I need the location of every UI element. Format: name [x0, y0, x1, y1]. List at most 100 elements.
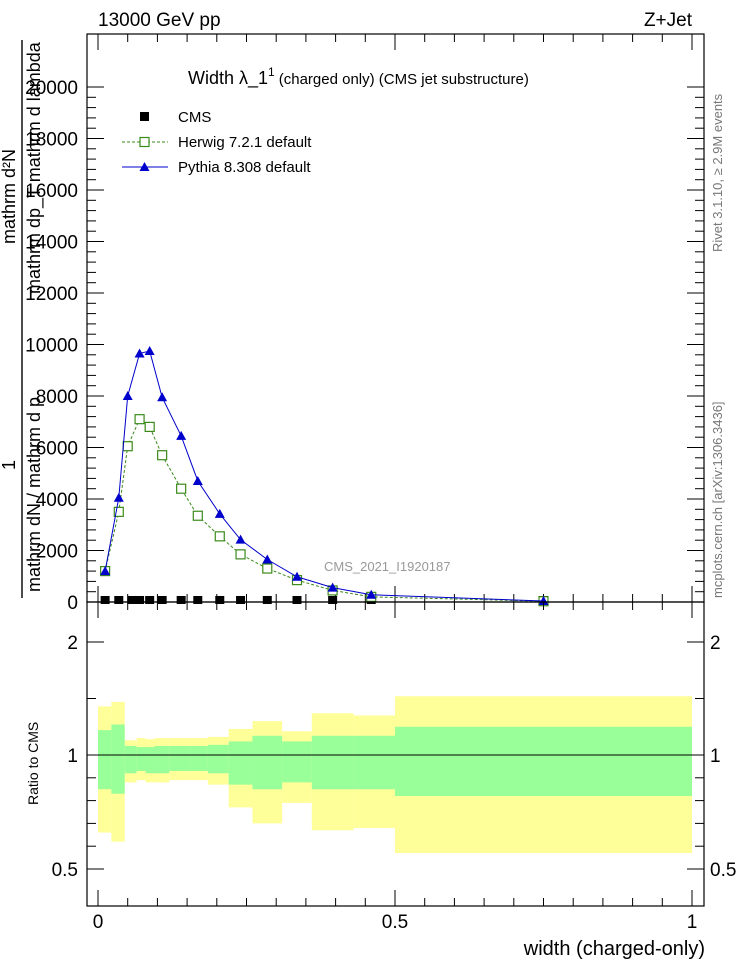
data-point [122, 391, 133, 400]
title-superscript: 1 [268, 65, 275, 79]
legend-cms-label: CMS [178, 109, 211, 126]
ratio-inner-band [311, 735, 354, 790]
chart-title: Width λ_11 (charged only) (CMS jet substr… [188, 65, 529, 89]
ratio-xtick-label: 1 [687, 912, 698, 933]
ratio-bands [98, 696, 692, 854]
data-point [366, 589, 377, 599]
data-point [291, 571, 302, 581]
ratio-inner-band [145, 747, 155, 774]
data-point [215, 595, 225, 604]
ratio-ytick-label-left: 1 [67, 746, 78, 767]
ratio-inner-band [207, 744, 229, 774]
data-point [144, 345, 155, 355]
ratio-inner-band [353, 735, 395, 790]
main-ytick-label: 10000 [25, 336, 78, 357]
ylabel-numerator: mathrm d²N [0, 149, 19, 244]
ratio-plot: 0.5 0.5 1 1 2 2 0 0.5 1 [52, 601, 736, 933]
data-point [135, 595, 145, 604]
ratio-inner-band [98, 730, 112, 790]
data-point [113, 492, 124, 502]
data-point [328, 595, 338, 604]
mcplots-label: mcplots.cern.ch [arXiv:1306.3436] [710, 401, 725, 598]
main-ytick-label: 18000 [25, 130, 78, 151]
ratio-inner-band [169, 745, 191, 771]
legend-cms-marker [140, 112, 149, 121]
data-point [192, 475, 203, 485]
data-point [100, 566, 111, 576]
main-ytick-label: 8000 [36, 387, 78, 408]
ylabel-denominator: mathrm dp_T mathrm d lambda [24, 41, 45, 294]
data-point [134, 348, 145, 358]
main-ylabel: mathrm d²N mathrm dp_T mathrm d lambda 1… [0, 40, 45, 598]
legend-herwig-marker [139, 136, 150, 148]
data-point [292, 595, 302, 604]
main-ytick-label: 0 [67, 593, 78, 614]
data-point [122, 441, 133, 452]
data-point [262, 563, 273, 574]
process-label: Z+Jet [644, 10, 693, 31]
main-ytick-label: 12000 [25, 284, 78, 305]
data-point [214, 508, 225, 518]
data-point [193, 595, 203, 604]
ratio-xtick-label: 0.5 [382, 912, 408, 933]
data-point [327, 582, 338, 592]
data-point [134, 414, 145, 425]
data-point [145, 595, 155, 604]
main-ytick-label: 6000 [36, 439, 78, 460]
legend: CMS Herwig 7.2.1 default Pythia 8.308 de… [122, 109, 312, 176]
data-point [236, 595, 246, 604]
title-main: Width λ_1 [188, 68, 268, 89]
ratio-ytick-label-left: 0.5 [52, 860, 78, 881]
ratio-frame [86, 601, 705, 907]
ratio-inner-band [395, 726, 692, 797]
xlabel: width (charged-only) [523, 938, 705, 960]
ratio-inner-band [282, 741, 312, 783]
ratio-inner-band [136, 747, 146, 771]
data-point [176, 595, 186, 604]
data-point [192, 510, 203, 521]
data-point [214, 531, 225, 542]
data-point [235, 534, 246, 544]
main-ytick-label: 4000 [36, 490, 78, 511]
ylabel-prefactor: 1 [0, 460, 19, 470]
ratio-inner-band [190, 745, 208, 771]
ylabel-fraction: mathrm dN / mathrm d p [24, 397, 44, 592]
ratio-ytick-label-right: 1 [710, 746, 721, 767]
data-point [100, 595, 110, 604]
main-ytick-label: 2000 [36, 542, 78, 563]
title-rest: (charged only) (CMS jet substructure) [279, 71, 529, 88]
ratio-inner-band [124, 745, 137, 774]
series-herwig-7-2-1-default [100, 414, 549, 607]
data-point [176, 430, 187, 440]
data-point [127, 595, 137, 604]
ratio-inner-band [252, 735, 283, 790]
data-point [176, 483, 187, 494]
main-plot: 0 2000 4000 6000 8000 10000 12000 14000 16000 180… [25, 33, 705, 614]
data-point [157, 595, 167, 604]
ratio-ytick-label-right: 0.5 [710, 860, 736, 881]
data-point [157, 450, 168, 461]
main-series [100, 345, 549, 607]
main-ytick-label: 14000 [25, 233, 78, 254]
analysis-label: CMS_2021_I1920187 [324, 559, 451, 574]
legend-herwig-label: Herwig 7.2.1 default [178, 134, 312, 151]
ratio-axis-ticks: 0.5 0.5 1 1 2 2 0 0.5 1 [52, 602, 736, 933]
main-ytick-label: 20000 [25, 78, 78, 99]
ratio-ytick-label-right: 2 [710, 633, 721, 654]
data-point [262, 595, 272, 604]
legend-pythia-label: Pythia 8.308 default [178, 159, 311, 176]
data-point [144, 421, 155, 432]
legend-pythia-marker [139, 162, 150, 171]
ratio-xtick-label: 0 [93, 912, 104, 933]
data-point [235, 549, 246, 560]
main-axis-ticks: 0 2000 4000 6000 8000 10000 12000 14000 16000 180… [25, 34, 704, 614]
ratio-inner-band [111, 724, 125, 794]
ratio-ylabel: Ratio to CMS [25, 722, 41, 805]
data-point [114, 595, 124, 604]
data-point [262, 554, 273, 564]
ratio-ytick-label-left: 2 [67, 633, 78, 654]
series-pythia-8-308-default [100, 345, 549, 605]
ratio-inner-band [154, 745, 170, 774]
data-point [157, 392, 168, 402]
data-point [113, 506, 124, 517]
